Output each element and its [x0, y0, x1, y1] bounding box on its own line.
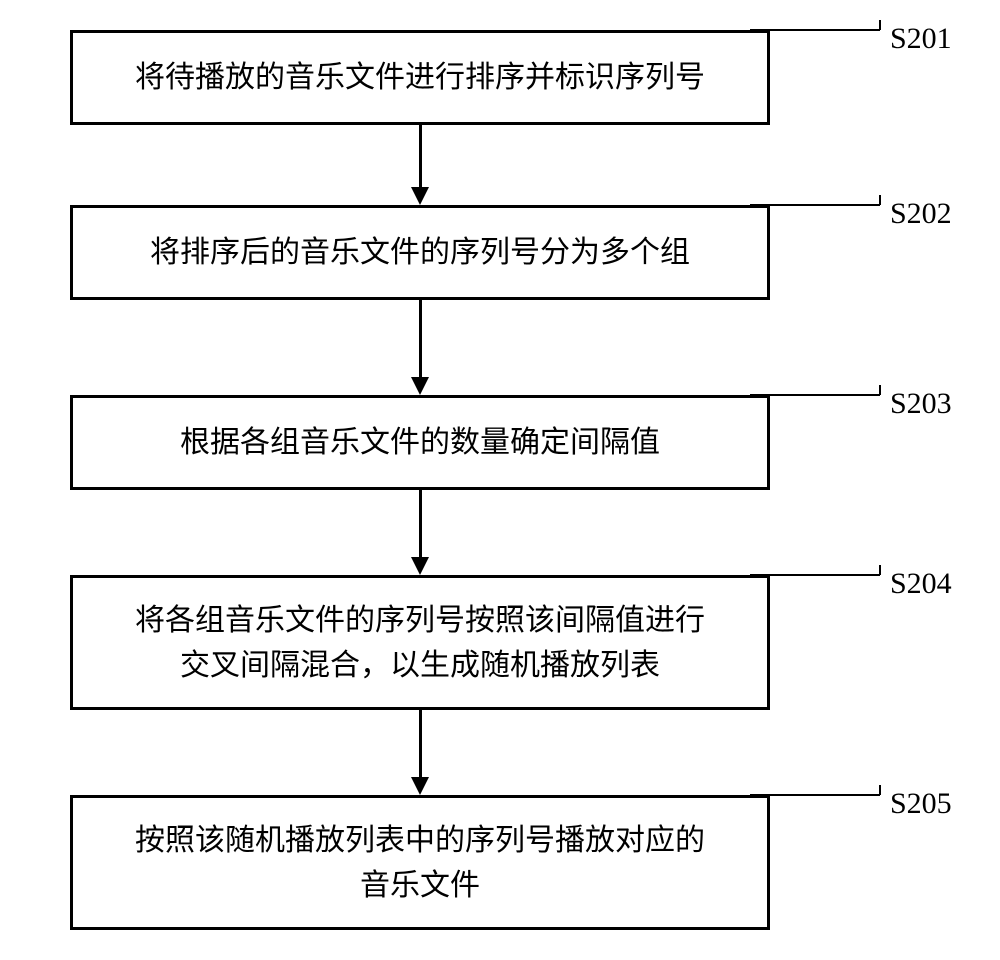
arrow-line	[419, 125, 422, 187]
leader-horizontal	[750, 394, 880, 396]
arrow-head-icon	[411, 187, 429, 205]
step-label-S205: S205	[890, 787, 952, 821]
leader-vertical	[879, 785, 881, 795]
arrow-head-icon	[411, 377, 429, 395]
leader-horizontal	[750, 574, 880, 576]
step-text: 根据各组音乐文件的数量确定间隔值	[180, 420, 660, 465]
step-box-S201: 将待播放的音乐文件进行排序并标识序列号	[70, 30, 770, 125]
step-text: 按照该随机播放列表中的序列号播放对应的 音乐文件	[135, 818, 705, 908]
step-text: 将各组音乐文件的序列号按照该间隔值进行 交叉间隔混合，以生成随机播放列表	[135, 598, 705, 688]
step-box-S205: 按照该随机播放列表中的序列号播放对应的 音乐文件	[70, 795, 770, 930]
step-label-S204: S204	[890, 567, 952, 601]
step-text: 将待播放的音乐文件进行排序并标识序列号	[135, 55, 705, 100]
flowchart-canvas: 将待播放的音乐文件进行排序并标识序列号 S201 将排序后的音乐文件的序列号分为多个…	[0, 0, 1000, 960]
step-box-S202: 将排序后的音乐文件的序列号分为多个组	[70, 205, 770, 300]
step-text: 将排序后的音乐文件的序列号分为多个组	[150, 230, 690, 275]
leader-vertical	[879, 385, 881, 395]
arrow-line	[419, 300, 422, 377]
leader-horizontal	[750, 794, 880, 796]
leader-horizontal	[750, 29, 880, 31]
leader-vertical	[879, 195, 881, 205]
arrow-head-icon	[411, 557, 429, 575]
step-box-S204: 将各组音乐文件的序列号按照该间隔值进行 交叉间隔混合，以生成随机播放列表	[70, 575, 770, 710]
leader-vertical	[879, 20, 881, 30]
step-label-S202: S202	[890, 197, 952, 231]
leader-vertical	[879, 565, 881, 575]
arrow-head-icon	[411, 777, 429, 795]
arrow-line	[419, 710, 422, 777]
leader-horizontal	[750, 204, 880, 206]
step-label-S201: S201	[890, 22, 952, 56]
step-box-S203: 根据各组音乐文件的数量确定间隔值	[70, 395, 770, 490]
arrow-line	[419, 490, 422, 557]
step-label-S203: S203	[890, 387, 952, 421]
